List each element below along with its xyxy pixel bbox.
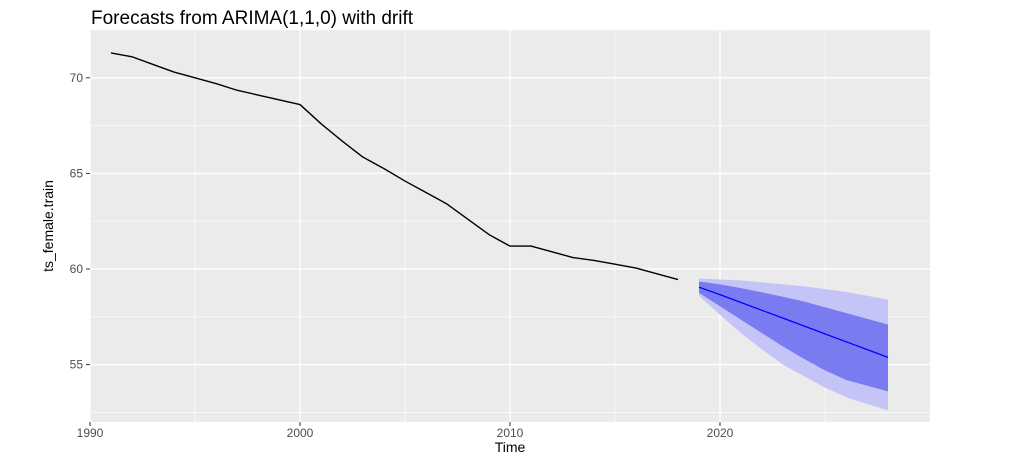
prediction-intervals <box>699 278 888 411</box>
chart-title: Forecasts from ARIMA(1,1,0) with drift <box>91 8 414 29</box>
x-tick-label: 1990 <box>77 426 104 440</box>
y-tick-label: 70 <box>70 71 84 85</box>
x-tick-label: 2010 <box>497 426 524 440</box>
x-tick-label: 2000 <box>287 426 314 440</box>
y-axis: 55 60 65 70 <box>70 71 90 372</box>
pi80-band <box>699 281 888 392</box>
series-lines <box>110 52 889 358</box>
history-line <box>110 52 679 281</box>
x-axis: 1990 2000 2010 2020 <box>77 422 734 440</box>
y-axis-title: ts_female.train <box>40 180 56 272</box>
x-axis-title: Time <box>495 439 526 455</box>
y-tick-label: 55 <box>70 358 84 372</box>
major-gridlines <box>89 30 930 422</box>
y-tick-label: 65 <box>70 166 84 180</box>
x-tick-label: 2020 <box>707 426 734 440</box>
forecast-mean-line <box>698 286 889 358</box>
y-tick-label: 60 <box>70 262 84 276</box>
